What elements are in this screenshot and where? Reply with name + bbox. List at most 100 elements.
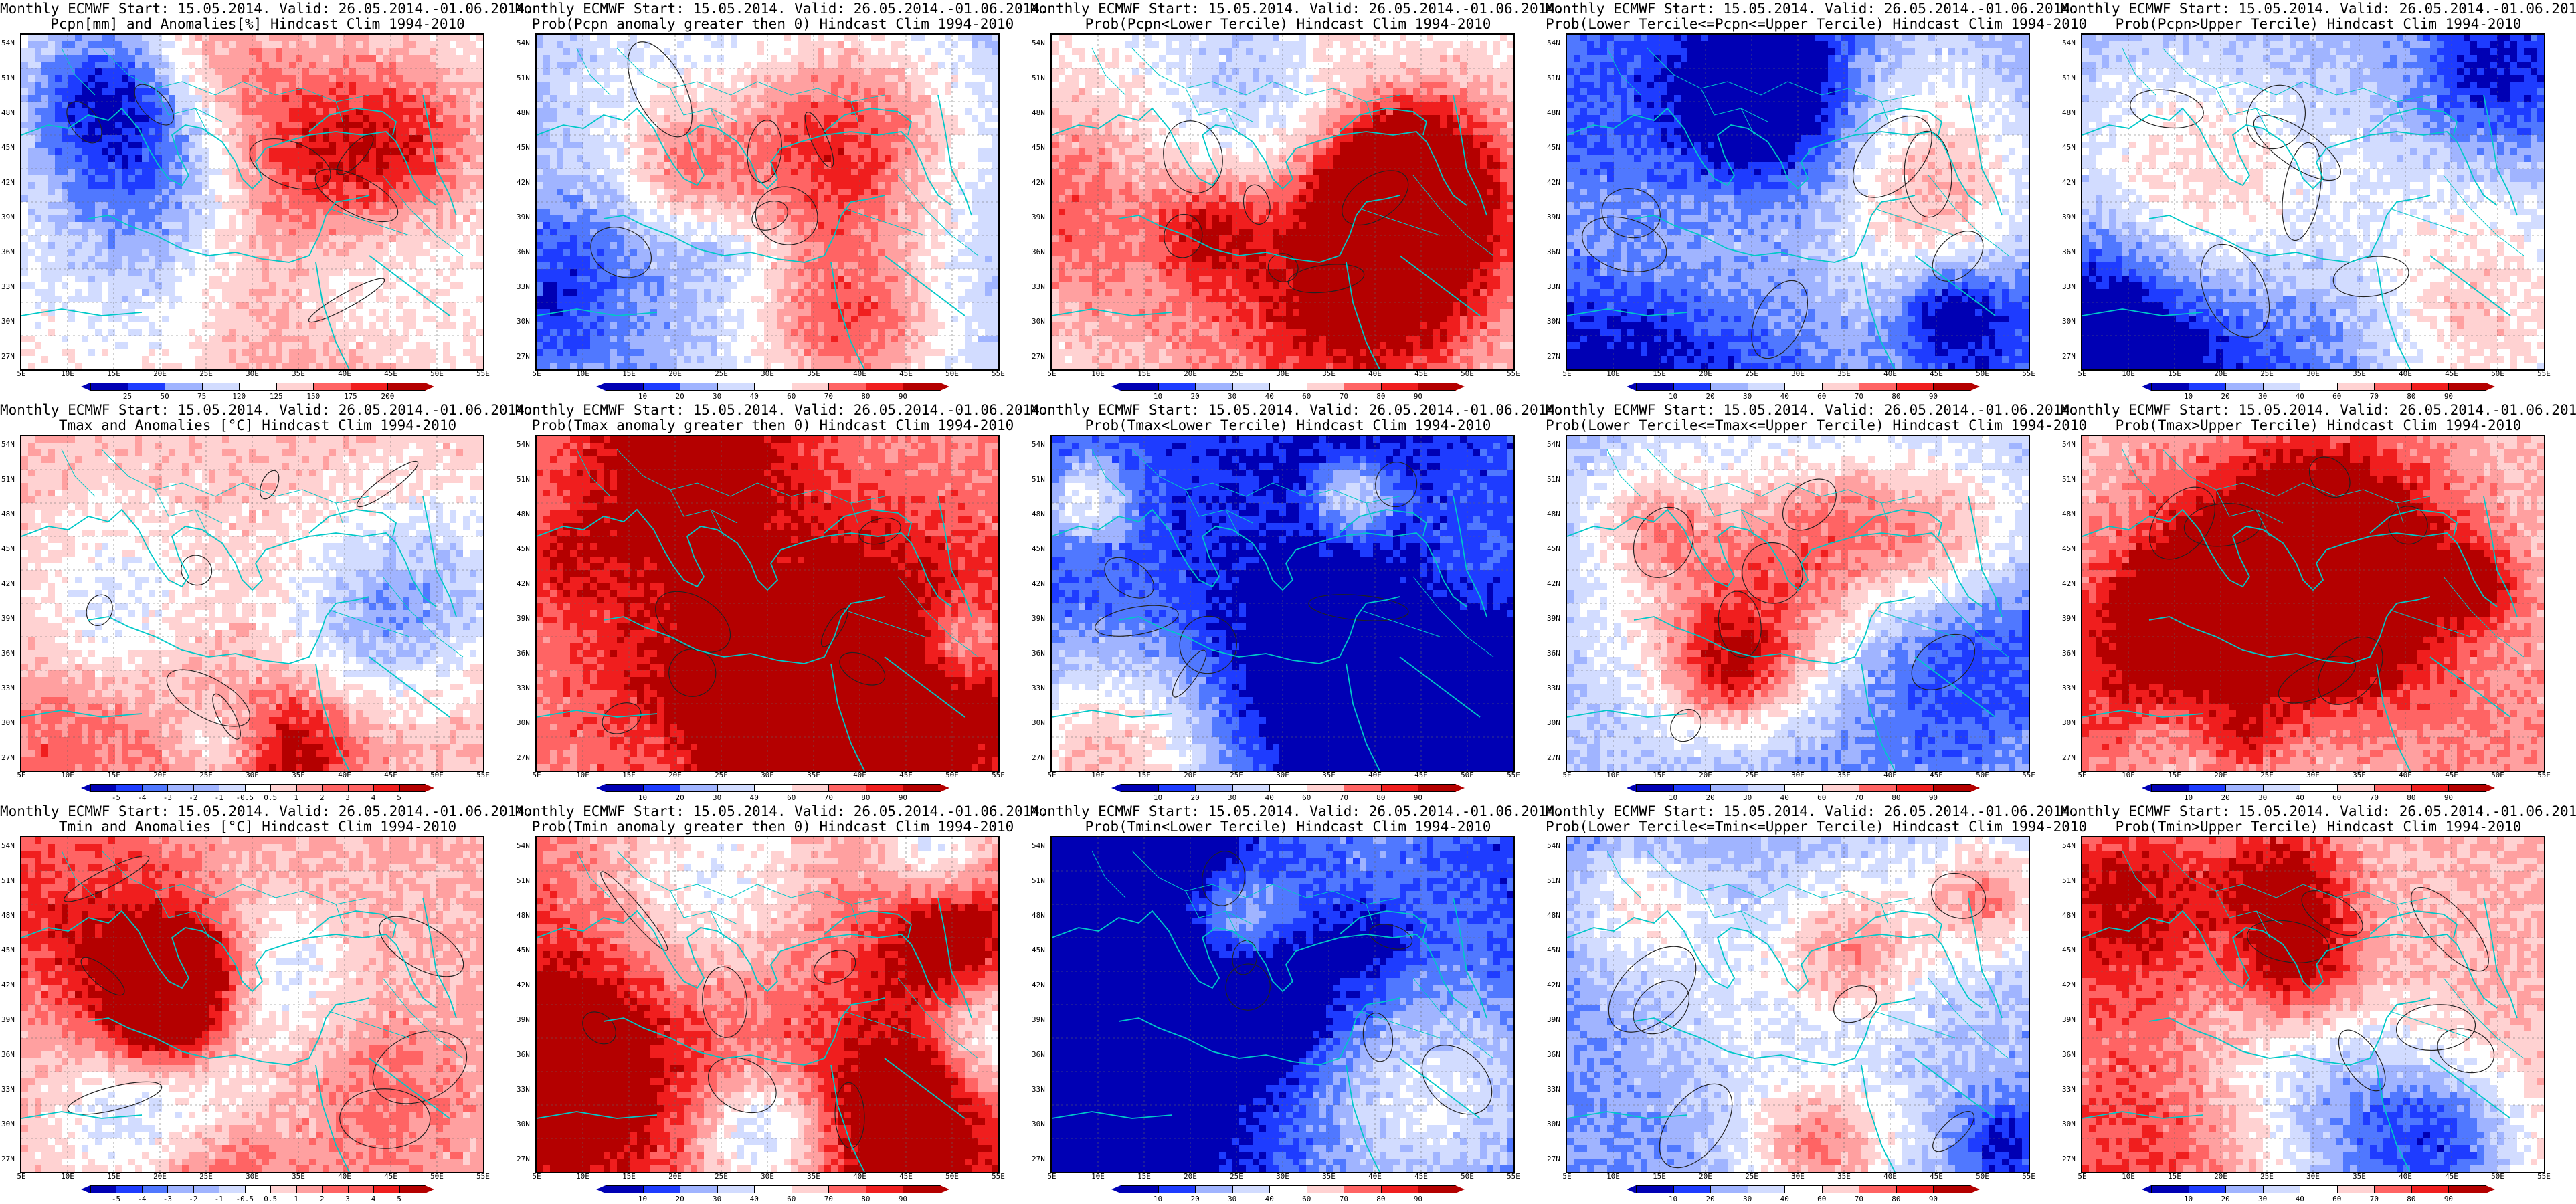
longitude-label: 55E xyxy=(1507,369,1520,378)
map-panel: Monthly ECMWF Start: 15.05.2014. Valid: … xyxy=(2061,401,2576,803)
panel-title-line1: Monthly ECMWF Start: 15.05.2014. Valid: … xyxy=(1546,1,2079,17)
longitude-label: 45E xyxy=(384,369,397,378)
colorbar-max-arrow xyxy=(940,784,949,792)
colorbar-segment xyxy=(1380,383,1419,391)
colorbar-segment xyxy=(1784,1185,1823,1193)
contour-lines xyxy=(86,460,419,740)
longitude-label: 35E xyxy=(1322,771,1336,779)
contour-lines xyxy=(582,871,865,1149)
longitude-label: 50E xyxy=(2491,771,2504,779)
colorbar-segment xyxy=(90,383,128,391)
longitude-label: 45E xyxy=(899,771,913,779)
map-panel: Monthly ECMWF Start: 15.05.2014. Valid: … xyxy=(1030,0,1564,401)
latitude-label: 51N xyxy=(1032,876,1045,885)
coastlines xyxy=(1567,47,2009,369)
colorbar-tick-label: -1 xyxy=(215,1195,223,1203)
graticule xyxy=(21,837,483,1172)
colorbar: 10 20 30 40 60 70 80 90 xyxy=(596,784,949,802)
latitude-label: 39N xyxy=(1032,614,1045,623)
latitude-label: 27N xyxy=(1,352,15,361)
panel-title-line1: Monthly ECMWF Start: 15.05.2014. Valid: … xyxy=(0,403,533,418)
map-panel: Monthly ECMWF Start: 15.05.2014. Valid: … xyxy=(515,803,1048,1204)
longitude-label: 50E xyxy=(430,369,444,378)
coastlines xyxy=(2082,850,2524,1172)
longitude-label: 20E xyxy=(668,1172,682,1181)
colorbar-segment xyxy=(1673,1185,1712,1193)
shaded-field xyxy=(21,436,483,771)
colorbar-segment xyxy=(2262,784,2301,792)
longitude-label: 35E xyxy=(292,1172,305,1181)
latitude-label: 45N xyxy=(1032,143,1045,152)
colorbar-segment xyxy=(1710,383,1748,391)
forecast-map xyxy=(1052,35,1513,369)
colorbar-tick-label: 4 xyxy=(371,1195,376,1203)
longitude-label: 5E xyxy=(1047,1172,1056,1181)
longitude-label: 40E xyxy=(338,1172,351,1181)
forecast-map xyxy=(1567,35,2029,369)
panel-title-line1: Monthly ECMWF Start: 15.05.2014. Valid: … xyxy=(2061,403,2576,418)
colorbar-tick-label: 20 xyxy=(675,1195,684,1203)
latitude-label: 45N xyxy=(1547,946,1560,955)
latitude-label: 42N xyxy=(1547,579,1560,588)
colorbar-segment xyxy=(1306,1185,1345,1193)
longitude-label: 50E xyxy=(1976,369,1989,378)
longitude-label: 45E xyxy=(2445,1172,2458,1181)
colorbar-tick-label: 70 xyxy=(1340,793,1348,802)
longitude-label: 20E xyxy=(1699,1172,1712,1181)
longitude-label: 25E xyxy=(199,771,213,779)
panel-title: Monthly ECMWF Start: 15.05.2014. Valid: … xyxy=(2061,403,2576,433)
graticule xyxy=(537,35,998,369)
panel-title: Monthly ECMWF Start: 15.05.2014. Valid: … xyxy=(515,403,1048,433)
colorbar-segment xyxy=(2225,383,2264,391)
colorbar-segment xyxy=(1636,1185,1674,1193)
latitude-label: 36N xyxy=(1547,649,1560,658)
colorbar-tick-label: 30 xyxy=(1743,1195,1752,1203)
colorbar-tick-label: 30 xyxy=(1743,793,1752,802)
colorbar-tick-label: 0.5 xyxy=(264,1195,277,1203)
longitude-label: 40E xyxy=(2399,369,2412,378)
shaded-field xyxy=(21,837,483,1172)
colorbar-segment xyxy=(244,784,272,792)
latitude-label: 39N xyxy=(1547,1015,1560,1024)
longitude-label: 50E xyxy=(1976,771,1989,779)
colorbar-tick-label: 80 xyxy=(1892,392,1900,401)
colorbar-tick-label: 90 xyxy=(1929,793,1938,802)
latitude-label: 33N xyxy=(517,684,530,692)
panel-title: Monthly ECMWF Start: 15.05.2014. Valid: … xyxy=(0,804,533,835)
colorbar-tick-label: 90 xyxy=(899,793,907,802)
latitude-label: 33N xyxy=(1547,684,1560,692)
map-panel: Monthly ECMWF Start: 15.05.2014. Valid: … xyxy=(0,803,533,1204)
latitude-label: 48N xyxy=(1,510,15,518)
colorbar-tick-label: 175 xyxy=(344,392,357,401)
colorbar-tick-label: 20 xyxy=(1190,1195,1199,1203)
colorbar-tick-label: -0.5 xyxy=(236,793,254,802)
graticule xyxy=(1567,436,2029,771)
longitude-label: 35E xyxy=(807,771,820,779)
colorbar-segment xyxy=(828,1185,866,1193)
coastlines xyxy=(1567,449,2009,771)
colorbar-max-arrow xyxy=(1970,784,1980,792)
colorbar-segment xyxy=(141,1185,169,1193)
shaded-field xyxy=(1567,35,2029,369)
graticule xyxy=(1567,837,2029,1172)
colorbar-segment xyxy=(642,784,681,792)
coastlines xyxy=(1567,850,2009,1172)
longitude-label: 35E xyxy=(807,1172,820,1181)
colorbar-segment xyxy=(2151,1185,2189,1193)
contour-lines xyxy=(1163,120,1409,294)
panel-title-line2: Prob(Tmin>Upper Tercile) Hindcast Clim 1… xyxy=(2061,819,2576,835)
colorbar-segment xyxy=(642,383,681,391)
latitude-label: 45N xyxy=(1,143,15,152)
colorbar-min-arrow xyxy=(596,1185,606,1193)
colorbar-segment xyxy=(865,1185,904,1193)
colorbar-tick-label: 10 xyxy=(1154,1195,1162,1203)
panel-title: Monthly ECMWF Start: 15.05.2014. Valid: … xyxy=(1546,403,2087,433)
longitude-label: 35E xyxy=(292,369,305,378)
longitude-label: 25E xyxy=(199,1172,213,1181)
colorbar-max-arrow xyxy=(1455,1185,1465,1193)
colorbar-tick-label: 80 xyxy=(861,392,870,401)
latitude-label: 54N xyxy=(517,440,530,449)
longitude-label: 50E xyxy=(945,369,959,378)
colorbar-tick-label: 90 xyxy=(1414,392,1422,401)
longitude-label: 20E xyxy=(1184,1172,1197,1181)
